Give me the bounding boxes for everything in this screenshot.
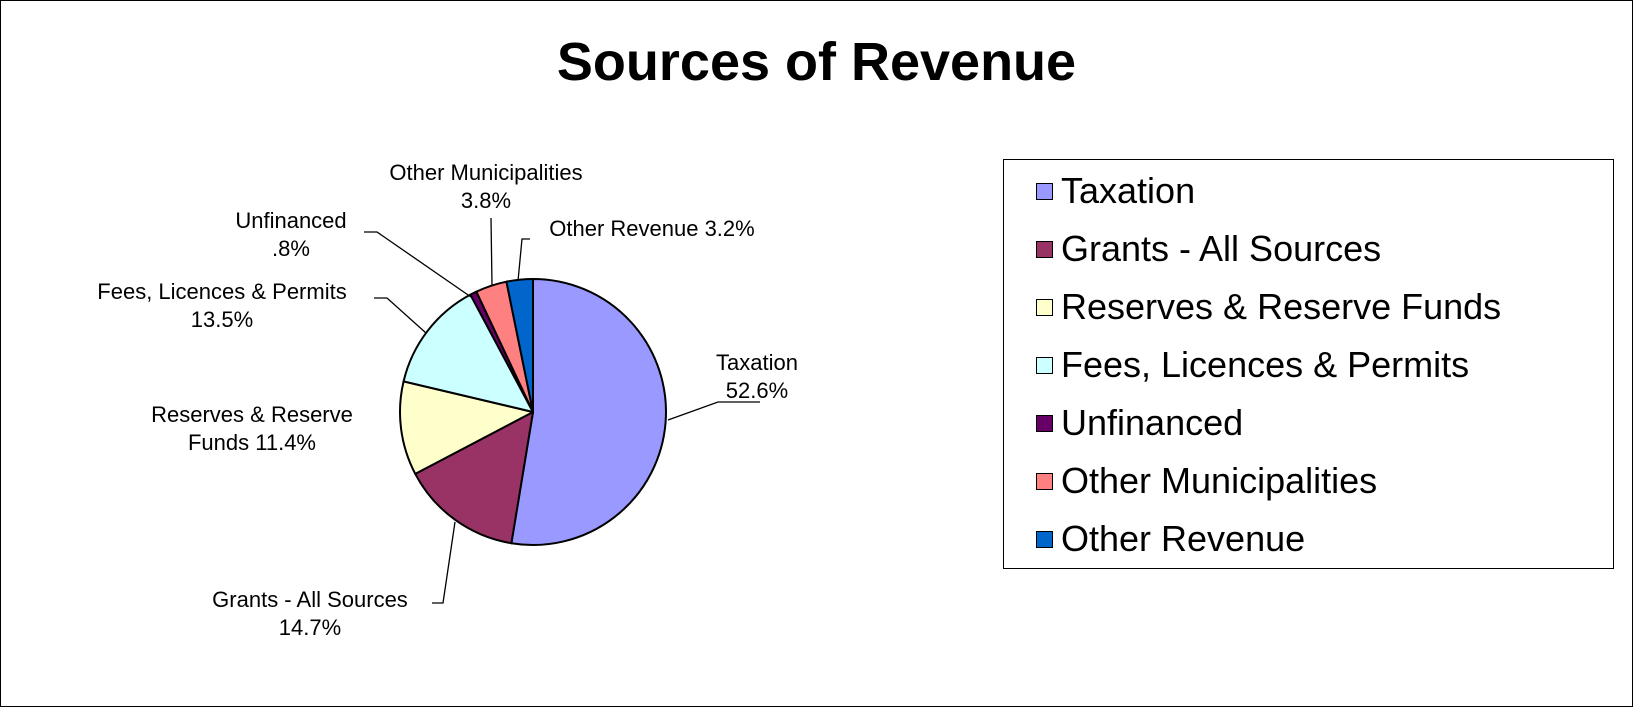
legend-swatch xyxy=(1036,473,1053,490)
data-label: Grants - All Sources 14.7% xyxy=(212,587,408,640)
legend-item: Other Municipalities xyxy=(1036,452,1377,510)
data-label: Fees, Licences & Permits 13.5% xyxy=(97,279,346,332)
data-label-line: Unfinanced xyxy=(235,208,346,233)
leader-line xyxy=(374,298,426,333)
legend-swatch xyxy=(1036,299,1053,316)
legend-item: Unfinanced xyxy=(1036,394,1243,452)
leader-line xyxy=(491,218,492,285)
legend-swatch xyxy=(1036,415,1053,432)
legend-label: Unfinanced xyxy=(1061,402,1243,444)
legend-label: Other Municipalities xyxy=(1061,460,1377,502)
data-label-line: .8% xyxy=(272,236,310,261)
legend-item: Reserves & Reserve Funds xyxy=(1036,278,1501,336)
data-label: Taxation 52.6% xyxy=(716,350,798,403)
data-label-line: Other Municipalities xyxy=(389,160,582,185)
data-label-line: Taxation xyxy=(716,350,798,375)
legend-item: Fees, Licences & Permits xyxy=(1036,336,1469,394)
leader-line xyxy=(668,402,760,420)
legend-item: Grants - All Sources xyxy=(1036,220,1381,278)
leader-line xyxy=(364,232,471,297)
leader-line xyxy=(518,239,530,281)
legend-label: Reserves & Reserve Funds xyxy=(1061,286,1501,328)
data-label-line: 3.8% xyxy=(461,188,511,213)
data-label: Other Revenue 3.2% xyxy=(549,216,754,241)
data-label-line: 13.5% xyxy=(191,307,253,332)
data-label-line: Reserves & Reserve xyxy=(151,402,353,427)
legend: Taxation Grants - All Sources Reserves &… xyxy=(1003,159,1614,569)
legend-item: Other Revenue xyxy=(1036,510,1305,568)
legend-swatch xyxy=(1036,183,1053,200)
data-label-line: Other Revenue 3.2% xyxy=(549,216,754,241)
data-label-line: Funds 11.4% xyxy=(188,430,316,455)
legend-label: Taxation xyxy=(1061,170,1195,212)
data-label-line: 52.6% xyxy=(726,378,788,403)
legend-swatch xyxy=(1036,531,1053,548)
leader-line xyxy=(432,522,455,603)
data-label-line: Fees, Licences & Permits xyxy=(97,279,346,304)
legend-label: Other Revenue xyxy=(1061,518,1305,560)
legend-label: Grants - All Sources xyxy=(1061,228,1381,270)
data-label: Other Municipalities 3.8% xyxy=(389,160,582,213)
data-label: Unfinanced .8% xyxy=(235,208,346,261)
legend-swatch xyxy=(1036,241,1053,258)
legend-label: Fees, Licences & Permits xyxy=(1061,344,1469,386)
legend-item: Taxation xyxy=(1036,162,1195,220)
data-label: Reserves & Reserve Funds 11.4% xyxy=(151,402,353,455)
legend-swatch xyxy=(1036,357,1053,374)
data-label-line: 14.7% xyxy=(279,615,341,640)
pie-slice-taxation xyxy=(511,279,666,545)
data-label-line: Grants - All Sources xyxy=(212,587,408,612)
